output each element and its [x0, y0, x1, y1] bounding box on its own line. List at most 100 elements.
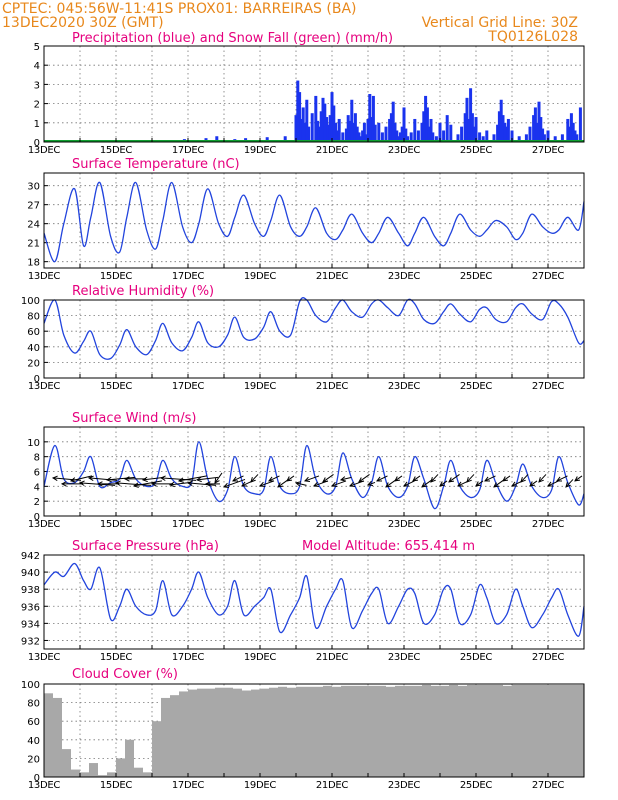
precip-bar [578, 107, 582, 142]
cloud-xtick-label: 27DEC [532, 780, 565, 791]
precip-bar [497, 111, 501, 142]
pres-panel: 932 934 936 938 940 942 13DEC 15DEC 17DEC 19DEC 21… [21, 551, 585, 663]
precip-bar [470, 113, 474, 142]
precip-bar [517, 136, 521, 142]
wind-ytick-label: 6 [34, 468, 40, 479]
precip-bar [537, 101, 541, 142]
precip-bar [397, 136, 401, 142]
cloud-bar [188, 689, 197, 777]
rh-xtick-label: 15DEC [100, 381, 133, 392]
precip-bar [533, 107, 537, 142]
precip-bar [310, 113, 314, 142]
rh-ytick-label: 20 [27, 358, 40, 369]
cloud-bar [170, 695, 179, 777]
rh-xtick-label: 27DEC [532, 381, 565, 392]
cloud-bar [206, 688, 215, 777]
rh-title: Relative Humidity (%) [72, 284, 214, 299]
rh-series-line [43, 297, 585, 360]
temp-panel: 18 21 24 27 30 13DEC 15DEC 17DEC 19DEC 21DEC 23DEC… [27, 172, 585, 282]
wind-arrow [60, 481, 83, 487]
precip-bar [467, 118, 471, 142]
pres-xtick-label: 25DEC [460, 652, 493, 663]
precip-bar [334, 122, 338, 142]
cloud-ytick-label: 80 [27, 699, 40, 710]
wind-arrow [177, 475, 208, 483]
cloud-bar [107, 772, 116, 777]
wind-xtick-label: 19DEC [244, 519, 277, 530]
cloud-bar [251, 689, 260, 777]
precip-ytick-label: 1 [34, 119, 40, 130]
wind-arrow [204, 481, 220, 487]
precip-bar [501, 115, 505, 142]
precip-bar [575, 134, 579, 142]
pres-xtick-label: 23DEC [388, 652, 421, 663]
precip-bar [350, 99, 354, 142]
precip-bar [541, 128, 545, 142]
precip-bar [332, 105, 336, 142]
cloud-ytick-label: 20 [27, 754, 40, 765]
precip-bar [373, 124, 377, 142]
wind-arrow [421, 479, 433, 488]
cloud-bar [44, 693, 53, 777]
pres-xtick-label: 27DEC [532, 652, 565, 663]
rh-xtick-label: 25DEC [460, 381, 493, 392]
precip-bar [409, 132, 413, 142]
wind-arrow [574, 475, 583, 482]
precip-bar [362, 122, 366, 142]
precip-bar [485, 130, 489, 142]
precip-ytick-label: 5 [34, 42, 40, 53]
pressure-title: Surface Pressure (hPa) [72, 539, 219, 554]
precip-bar [298, 92, 302, 142]
wind-arrow [475, 480, 484, 487]
pres-xtick-label: 19DEC [244, 652, 277, 663]
precip-bar [463, 113, 467, 142]
precip-bar [353, 113, 357, 142]
cloud-bar [278, 686, 287, 777]
rh-xtick-label: 19DEC [244, 381, 277, 392]
precip-bar [316, 120, 320, 142]
precip-bar [449, 124, 453, 142]
cloud-bar [197, 688, 206, 777]
precip-bar [380, 132, 384, 142]
wind-arrow [547, 480, 559, 487]
wind-arrow [565, 479, 574, 488]
cloud-bar [143, 772, 152, 777]
precip-bar [560, 134, 564, 142]
wind-arrow [466, 474, 475, 483]
wind-series-line [43, 441, 585, 510]
wind-xtick-label: 17DEC [172, 519, 205, 530]
precip-bar [400, 126, 404, 142]
pres-series-line [43, 562, 585, 637]
precip-bar [402, 107, 406, 142]
precip-bar [301, 107, 305, 142]
cloud-bar [413, 685, 422, 777]
wind-xtick-label: 21DEC [316, 519, 349, 530]
precip-bar [355, 126, 359, 142]
precip-bar [307, 126, 311, 142]
precip-bar [341, 132, 345, 142]
wind-arrow [529, 480, 538, 487]
cloud-xtick-label: 17DEC [172, 780, 205, 791]
header-model: TQ0126L028 [487, 29, 578, 45]
wind-arrow [232, 475, 244, 482]
wind-xtick-label: 13DEC [28, 519, 61, 530]
precip-bar [427, 126, 431, 142]
header-station: CPTEC: 045:56W-11:41S PROX01: BARREIRAS … [2, 1, 356, 17]
cloud-bar [458, 685, 467, 777]
temp-xtick-label: 13DEC [28, 271, 61, 282]
precip-xtick-label: 25DEC [460, 145, 493, 156]
cloud-xtick-label: 23DEC [388, 780, 421, 791]
wind-arrow [69, 475, 93, 483]
temp-frame [43, 172, 585, 269]
precip-xtick-label: 17DEC [172, 145, 205, 156]
precip-xtick-label: 21DEC [316, 145, 349, 156]
wind-arrow [150, 481, 173, 487]
cloud-panel: 0 20 40 60 80 100 13DEC 15DEC 17DEC 19DEC 21DEC 23D… [21, 680, 585, 791]
precip-bar [474, 117, 478, 142]
wind-xtick-label: 25DEC [460, 519, 493, 530]
precip-bar [406, 136, 410, 142]
precip-bar [370, 117, 374, 142]
wind-arrow [502, 475, 511, 482]
precip-bar [389, 113, 393, 142]
cloud-bar [341, 685, 350, 777]
